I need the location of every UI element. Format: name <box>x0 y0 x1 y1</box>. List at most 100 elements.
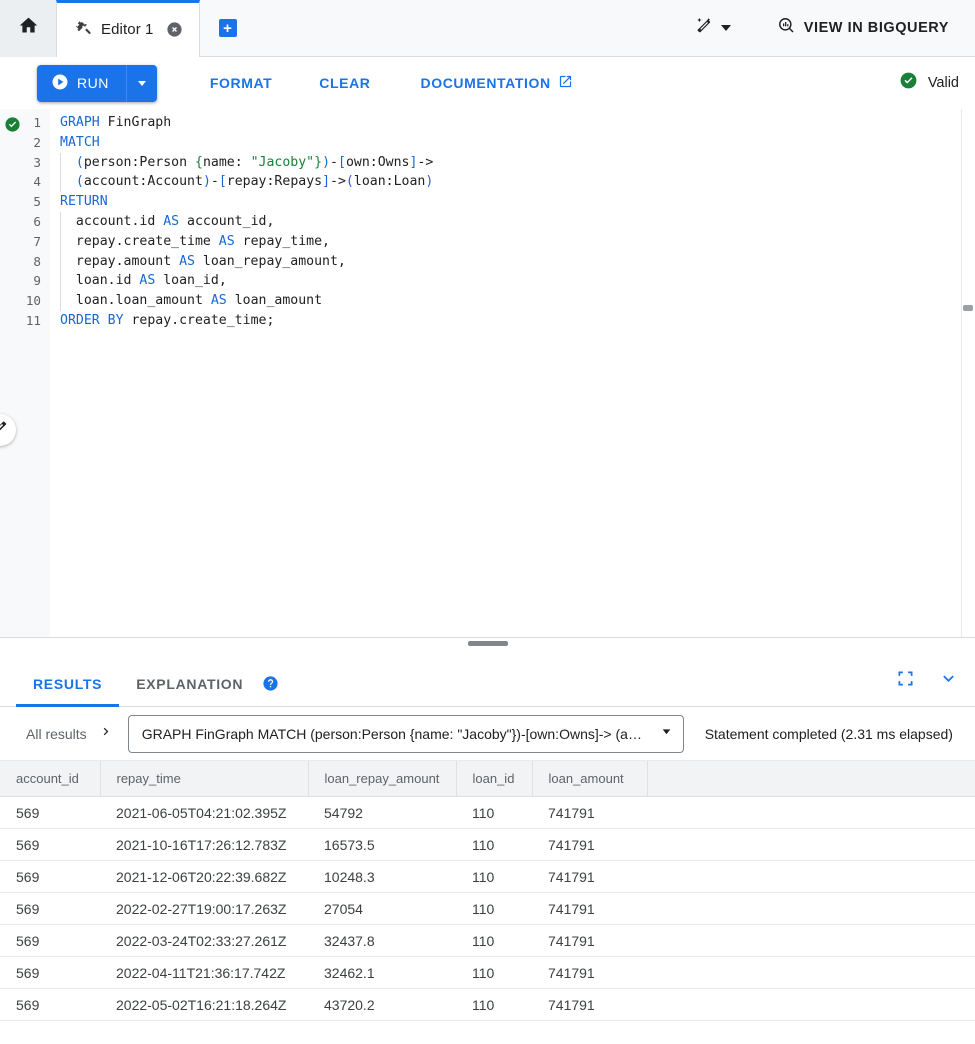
run-button[interactable]: RUN <box>37 64 126 102</box>
code-line[interactable]: RETURN <box>50 192 975 212</box>
code-line[interactable]: (account:Account)-[repay:Repays]->(loan:… <box>50 172 975 192</box>
add-tab-button[interactable]: + <box>218 19 237 37</box>
code-token: -> <box>417 154 434 170</box>
line-number: 4 <box>33 174 41 190</box>
tab-editor-1[interactable]: Editor 1 <box>56 0 200 57</box>
table-row[interactable]: 569 2022-04-11T21:36:17.742Z 32462.1 110 741… <box>0 956 975 989</box>
code-token: AS <box>163 213 180 229</box>
table-cell: 569 <box>0 892 100 925</box>
line-number: 1 <box>33 115 41 130</box>
table-cell: 741791 <box>532 796 647 829</box>
chevron-down-icon <box>137 80 146 86</box>
table-cell: 569 <box>0 828 100 861</box>
table-cell: 32462.1 <box>308 956 456 989</box>
fullscreen-expand-icon[interactable] <box>895 668 916 694</box>
tab-strip: Editor 1 + VIEW IN BIGQUERY <box>0 0 975 57</box>
code-line[interactable]: (person:Person {name: "Jacoby"})-[own:Ow… <box>50 152 975 173</box>
table-cell <box>647 828 975 861</box>
table-row[interactable]: 569 2022-02-27T19:00:17.263Z 27054 110 74179… <box>0 892 975 925</box>
splitter-handle[interactable] <box>467 641 508 646</box>
table-column-header[interactable]: loan_amount <box>532 761 648 797</box>
table-cell: 110 <box>456 924 532 957</box>
code-content[interactable]: GRAPH FinGraph MATCH (person:Person {name… <box>50 109 975 637</box>
code-line[interactable]: ORDER BY repay.create_time; <box>50 311 975 331</box>
tab-explanation[interactable]: EXPLANATION <box>119 676 260 706</box>
table-row[interactable]: 569 2021-10-16T17:26:12.783Z 16573.5 110 741… <box>0 828 975 861</box>
code-line[interactable]: loan.id AS loan_id, <box>50 271 975 291</box>
code-token: { <box>195 154 203 170</box>
code-token <box>60 155 76 170</box>
panel-splitter[interactable] <box>0 637 975 649</box>
check-circle-icon <box>899 71 918 95</box>
close-circle-icon[interactable] <box>166 21 183 38</box>
table-column-header[interactable]: account_id <box>0 761 101 797</box>
line-number: 3 <box>33 154 41 170</box>
table-row[interactable]: 569 2022-03-24T02:33:27.261Z 32437.8 110 741… <box>0 924 975 957</box>
ai-assist-fab[interactable] <box>0 414 16 446</box>
editor-vertical-scrollbar[interactable] <box>961 109 975 637</box>
code-line[interactable]: repay.create_time AS repay_time, <box>50 231 975 252</box>
table-column-header[interactable] <box>647 761 975 797</box>
table-cell: 741791 <box>532 828 647 861</box>
code-line[interactable]: loan.loan_amount AS loan_amount <box>50 291 975 311</box>
table-cell <box>647 956 975 989</box>
code-token: name: <box>202 154 251 170</box>
table-column-header[interactable]: loan_repay_amount <box>308 761 457 797</box>
table-row[interactable]: 569 2021-12-06T20:22:39.682Z 10248.3 110 741… <box>0 860 975 893</box>
magic-wand-icon <box>694 16 714 41</box>
scrollbar-thumb[interactable] <box>963 305 973 311</box>
documentation-button[interactable]: DOCUMENTATION <box>409 66 585 100</box>
editor-action-bar: RUN FORMAT CLEAR DOCUMENTATION Valid <box>0 57 975 109</box>
table-cell: 2021-06-05T04:21:02.395Z <box>100 796 308 829</box>
code-token: - <box>210 174 219 190</box>
external-link-icon <box>558 74 573 92</box>
code-token: ] <box>409 154 418 170</box>
code-token: person:Person <box>83 154 195 170</box>
table-cell: 2021-12-06T20:22:39.682Z <box>100 860 308 893</box>
table-cell <box>647 860 975 893</box>
run-label: RUN <box>77 75 109 91</box>
code-line[interactable]: MATCH <box>50 133 975 153</box>
code-line[interactable]: account.id AS account_id, <box>50 211 975 232</box>
wrench-screwdriver-icon <box>75 19 92 41</box>
tab-results[interactable]: RESULTS <box>16 676 120 707</box>
clear-label: CLEAR <box>319 75 371 91</box>
results-table: account_id repay_time loan_repay_amount loa… <box>0 761 975 1021</box>
table-column-header[interactable]: loan_id <box>456 761 533 797</box>
statement-select[interactable]: GRAPH FinGraph MATCH (person:Person {nam… <box>127 714 684 753</box>
table-cell: 110 <box>456 860 532 893</box>
code-line[interactable]: GRAPH FinGraph <box>50 113 975 133</box>
table-cell: 2022-05-02T16:21:18.264Z <box>100 988 308 1021</box>
collapse-panel-icon[interactable] <box>938 668 959 694</box>
format-label: FORMAT <box>209 75 273 91</box>
help-circle-icon[interactable] <box>262 675 279 692</box>
view-in-bigquery-button[interactable]: VIEW IN BIGQUERY <box>765 8 961 48</box>
table-column-header[interactable]: repay_time <box>100 761 309 797</box>
table-row[interactable]: 569 2022-05-02T16:21:18.264Z 43720.2 110 741… <box>0 988 975 1021</box>
line-number: 2 <box>33 134 41 150</box>
bigquery-magnifier-icon <box>777 16 796 40</box>
line-number: 8 <box>33 253 41 269</box>
statement-status: Statement completed (2.31 ms elapsed) <box>704 725 953 742</box>
results-tab-bar: RESULTS EXPLANATION <box>0 649 975 707</box>
code-token: loan.loan_amount <box>60 293 211 309</box>
format-button[interactable]: FORMAT <box>198 67 284 99</box>
code-lines[interactable]: GRAPH FinGraph MATCH (person:Person {name… <box>50 113 975 331</box>
table-cell: 569 <box>0 988 100 1021</box>
run-options-button[interactable] <box>125 64 157 102</box>
sql-editor[interactable]: 1 2 3 4 5 6 7 8 9 10 11 GRAPH FinGraph MATCH (perso… <box>0 109 975 637</box>
code-token: ORDER BY <box>60 312 124 328</box>
gemini-assist-menu[interactable] <box>684 9 741 48</box>
all-results-label: All results <box>26 725 87 742</box>
table-cell: 569 <box>0 956 100 989</box>
home-button[interactable] <box>0 0 57 57</box>
view-in-bigquery-label: VIEW IN BIGQUERY <box>803 20 949 36</box>
statement-select-value: GRAPH FinGraph MATCH (person:Person {nam… <box>141 725 648 742</box>
results-table-container[interactable]: account_id repay_time loan_repay_amount loa… <box>0 761 975 1044</box>
code-token: account.id <box>60 213 164 229</box>
code-line[interactable]: repay.amount AS loan_repay_amount, <box>50 251 975 272</box>
tab-label: Editor 1 <box>101 21 154 38</box>
code-token: loan_id, <box>155 273 227 289</box>
clear-button[interactable]: CLEAR <box>307 67 382 99</box>
table-row[interactable]: 569 2021-06-05T04:21:02.395Z 54792 110 74179… <box>0 796 975 829</box>
